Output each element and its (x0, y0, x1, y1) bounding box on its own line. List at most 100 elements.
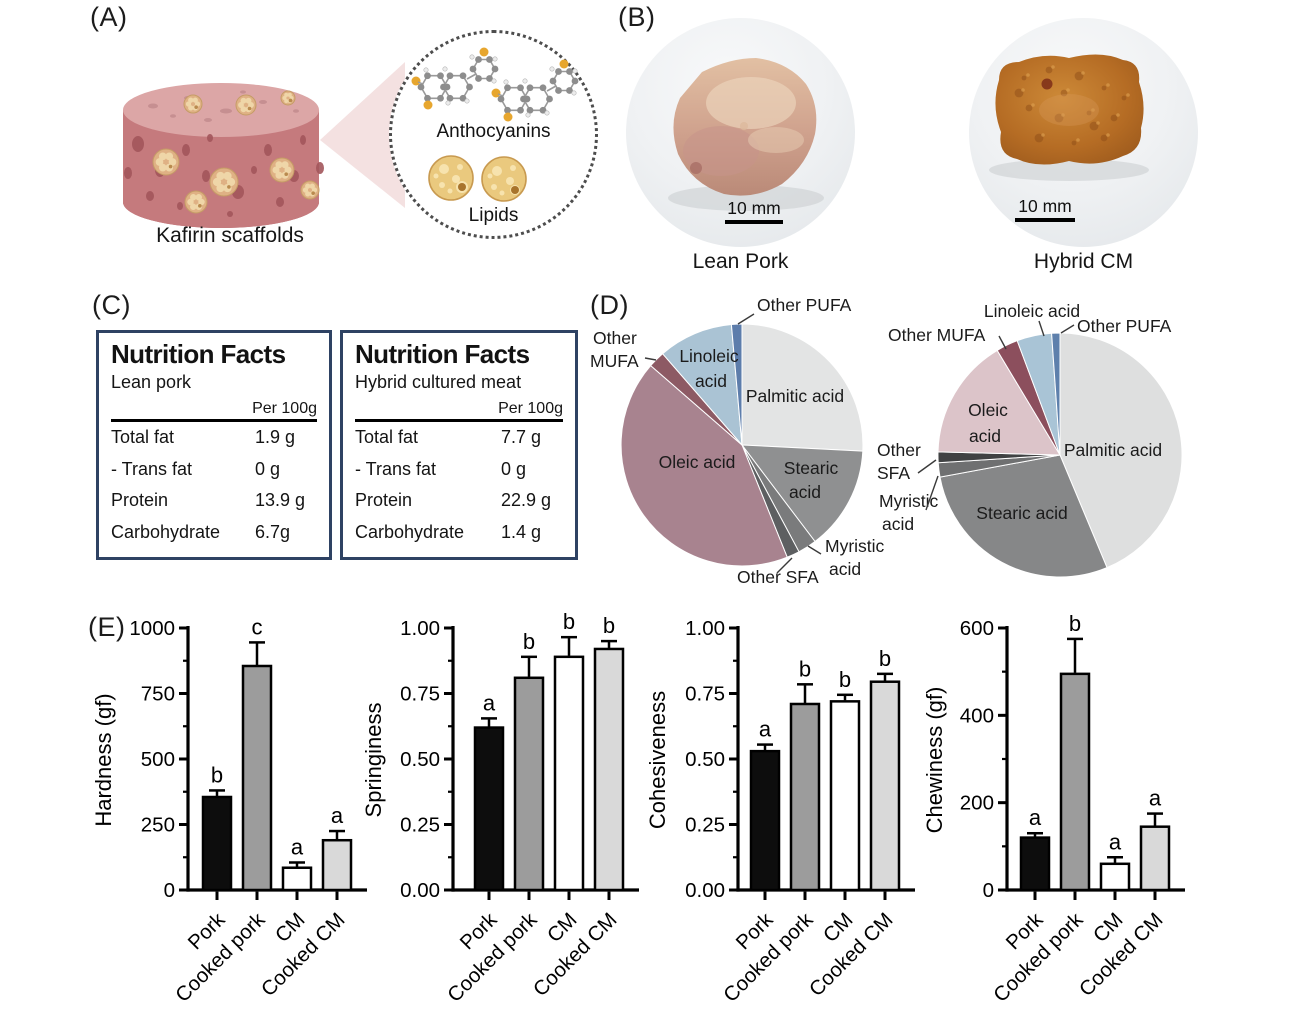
bar-cooked-pork (513, 676, 545, 892)
bar-pork (749, 749, 781, 892)
lipid-bubble (506, 177, 514, 185)
lipid-droplets-icon (428, 155, 527, 202)
pie-label-other-sfa: Other SFA (737, 567, 819, 587)
lipid-bubble (491, 184, 497, 190)
leader-line (1060, 324, 1075, 334)
sig-letter: a (1029, 805, 1042, 830)
pie-slice-linoleic-acid (661, 323, 743, 447)
scaffold-pore (207, 134, 213, 142)
cm-texture-dot (1025, 104, 1033, 112)
scale-bar (1015, 218, 1075, 222)
pie-chart-lean-pork: Palmitic acid Stearic acid Myristic acid Othe… (590, 295, 885, 587)
sig-letter: b (523, 629, 535, 654)
scaffold-pore (177, 202, 183, 210)
photo-hybrid-cm: 10 mm (969, 18, 1198, 247)
sig-letter: b (879, 646, 891, 671)
sig-letter: b (211, 762, 223, 787)
nutrition-row: - Trans fat 0 g (111, 454, 317, 486)
scaffold-pore (227, 211, 233, 217)
nutrition-title: Nutrition Facts (355, 339, 530, 369)
lipid-cluster (209, 167, 239, 197)
leader-line (737, 313, 755, 325)
pie-label-linoleic-acid: Linoleic (679, 346, 739, 366)
divider (355, 419, 563, 423)
nutrition-subtitle: Lean pork (111, 372, 192, 393)
y-tick-label: 0.25 (400, 814, 440, 837)
cm-texture-dot (1014, 88, 1024, 98)
photo-caption-hybrid-cm: Hybrid CM (1033, 250, 1134, 273)
lipid-bubble (457, 164, 463, 170)
scale-bar-label: 10 mm (1018, 196, 1072, 216)
lipid-bubble (492, 166, 502, 176)
sig-letter: b (839, 667, 851, 692)
pie-slice-palmitic-acid (741, 323, 864, 452)
nutrient-value: 13.9 g (255, 490, 306, 511)
sig-letter: a (759, 717, 772, 742)
panel-b-label: (B) (618, 2, 656, 32)
cm-texture-dot (1054, 113, 1064, 123)
bar-cm (281, 866, 313, 892)
cm-texture-dot (1101, 85, 1107, 91)
lipid-bubble (447, 188, 453, 194)
zoom-inset-circle: Anthocyanins Lipids (389, 30, 598, 239)
scaffold-cylinder (123, 83, 324, 228)
scaffold-pore (132, 136, 144, 152)
leader-line (998, 335, 1007, 350)
pie-label-other-pufa: Other PUFA (1077, 316, 1172, 336)
pie-label-stearic-acid: acid (789, 482, 821, 502)
nutrient-name: Carbohydrate (111, 521, 221, 542)
cm-texture-dot (1100, 134, 1108, 142)
pie-label-other-pufa: Other PUFA (757, 295, 852, 315)
y-tick-label: 0.00 (400, 879, 440, 902)
lipid-bubble (452, 175, 460, 183)
kafirin-scaffold-illustration (123, 62, 405, 228)
pie-label-other-mufa: Other MUFA (888, 325, 986, 345)
leader-line (776, 557, 793, 574)
nutrition-row: - Trans fat 0 g (355, 454, 563, 486)
nutrient-value: 22.9 g (501, 490, 552, 511)
bar-cooked-cm (869, 680, 901, 892)
scaffold-pore (146, 191, 154, 201)
pie-label-linoleic-acid: Linoleic acid (984, 301, 1080, 321)
pie-label-palmitic-acid: Palmitic acid (746, 386, 844, 406)
scaffold-top-pore (220, 108, 232, 114)
nutrient-value: 6.7g (255, 521, 291, 542)
nutrition-subtitle: Hybrid cultured meat (355, 372, 522, 393)
scaffold-pore (264, 144, 272, 156)
nutrient-name: Carbohydrate (355, 521, 465, 542)
nutrient-value: 0 g (501, 458, 527, 479)
pie-label-linoleic-acid: acid (695, 371, 727, 391)
pie-slice-palmitic-acid (1059, 332, 1183, 569)
pie-slice-stearic-acid (939, 454, 1108, 578)
leader-line (644, 357, 657, 361)
nutrient-name: - Trans fat (111, 458, 193, 479)
nutrition-row: Carbohydrate 6.7g (111, 517, 317, 549)
pie-label-other-mufa: Other (593, 328, 637, 348)
cm-texture-dot (1074, 71, 1084, 81)
lipid-cluster (184, 190, 208, 214)
sig-letter: a (483, 690, 496, 715)
panel-a-label: (A) (90, 2, 128, 32)
photo-lean-pork: 10 mm (626, 18, 855, 247)
y-tick-label: 0 (983, 879, 994, 902)
nutrition-rows: Total fat 1.9 g - Trans fat 0 g Protein 13.9 … (111, 422, 317, 548)
y-tick-label: 600 (960, 617, 994, 640)
y-axis-title: Cohesiveness (645, 691, 670, 829)
nutrient-value: 7.7 g (501, 427, 542, 448)
y-tick-label: 250 (141, 814, 175, 837)
y-axis-title: Springiness (361, 703, 386, 818)
anthocyanins-label: Anthocyanins (436, 121, 551, 142)
scaffold-top-pore (204, 118, 212, 122)
bar-cooked-cm (593, 647, 625, 892)
y-axis-title: Chewiness (gf) (922, 687, 947, 834)
sig-letter: b (563, 610, 575, 634)
cm-texture-dot (1121, 95, 1127, 101)
zoom-cone (320, 62, 405, 208)
cm-texture-dot (1021, 75, 1027, 81)
lipid-cluster (280, 90, 296, 106)
panel-e-label: (E) (88, 612, 126, 642)
y-tick-label: 1000 (129, 617, 175, 640)
scaffold-pore (202, 170, 210, 182)
nutrition-row: Carbohydrate 1.4 g (355, 517, 563, 549)
